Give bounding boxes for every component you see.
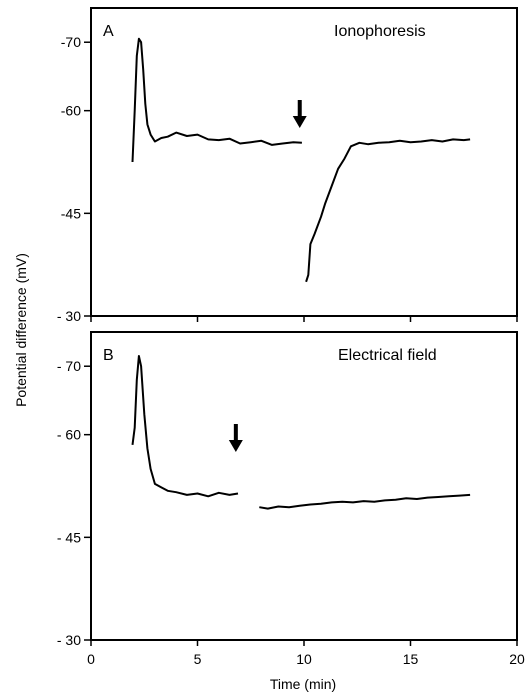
panel-a-y-ticks: -70 -60 -45 - 30 (57, 34, 518, 324)
panel-b-y-tick-label: - 60 (57, 427, 81, 443)
x-axis-title: Time (min) (270, 676, 336, 692)
y-axis-title: Potential difference (mV) (13, 253, 29, 407)
panel-a-y-tick-label: -60 (61, 103, 81, 119)
panel-a-y-tick-label: - 30 (57, 308, 81, 324)
panel-a-label: A (103, 23, 114, 40)
panel-b-frame (90, 331, 518, 641)
panel-b-traces (131, 355, 471, 510)
panel-a-title: Ionophoresis (334, 23, 426, 40)
x-axis-ticks: 0 5 10 15 20 (87, 651, 525, 667)
x-tick-label: 15 (403, 651, 419, 667)
panel-b-y-tick-label: - 30 (57, 632, 81, 648)
panel-a-frame (90, 7, 518, 317)
x-tick-label: 0 (87, 651, 95, 667)
panel-a-arrow (292, 100, 307, 128)
panel-a-y-tick-label: -70 (61, 34, 81, 50)
x-tick-label: 5 (194, 651, 202, 667)
panel-b-y-ticks: - 70 - 60 - 45 - 30 (57, 358, 518, 648)
panel-b-arrow (228, 424, 243, 452)
x-tick-label: 20 (509, 651, 525, 667)
panel-a: A Ionophoresis -70 -60 -45 - 30 (57, 7, 518, 324)
panel-b-y-tick-label: - 70 (57, 358, 81, 374)
panel-b-trace-1 (131, 355, 239, 498)
panel-b-label: B (103, 347, 114, 364)
panel-b-title: Electrical field (338, 347, 437, 364)
panel-a-trace-1 (131, 37, 302, 163)
panel-a-trace-2 (305, 138, 471, 283)
panel-a-traces (131, 37, 471, 283)
x-tick-label: 10 (296, 651, 312, 667)
panel-a-y-tick-label: -45 (61, 205, 81, 221)
panel-b-y-tick-label: - 45 (57, 529, 81, 545)
panel-b: B Electrical field - 70 - 60 - 45 - 30 (57, 331, 518, 648)
panel-b-trace-2 (259, 493, 471, 510)
